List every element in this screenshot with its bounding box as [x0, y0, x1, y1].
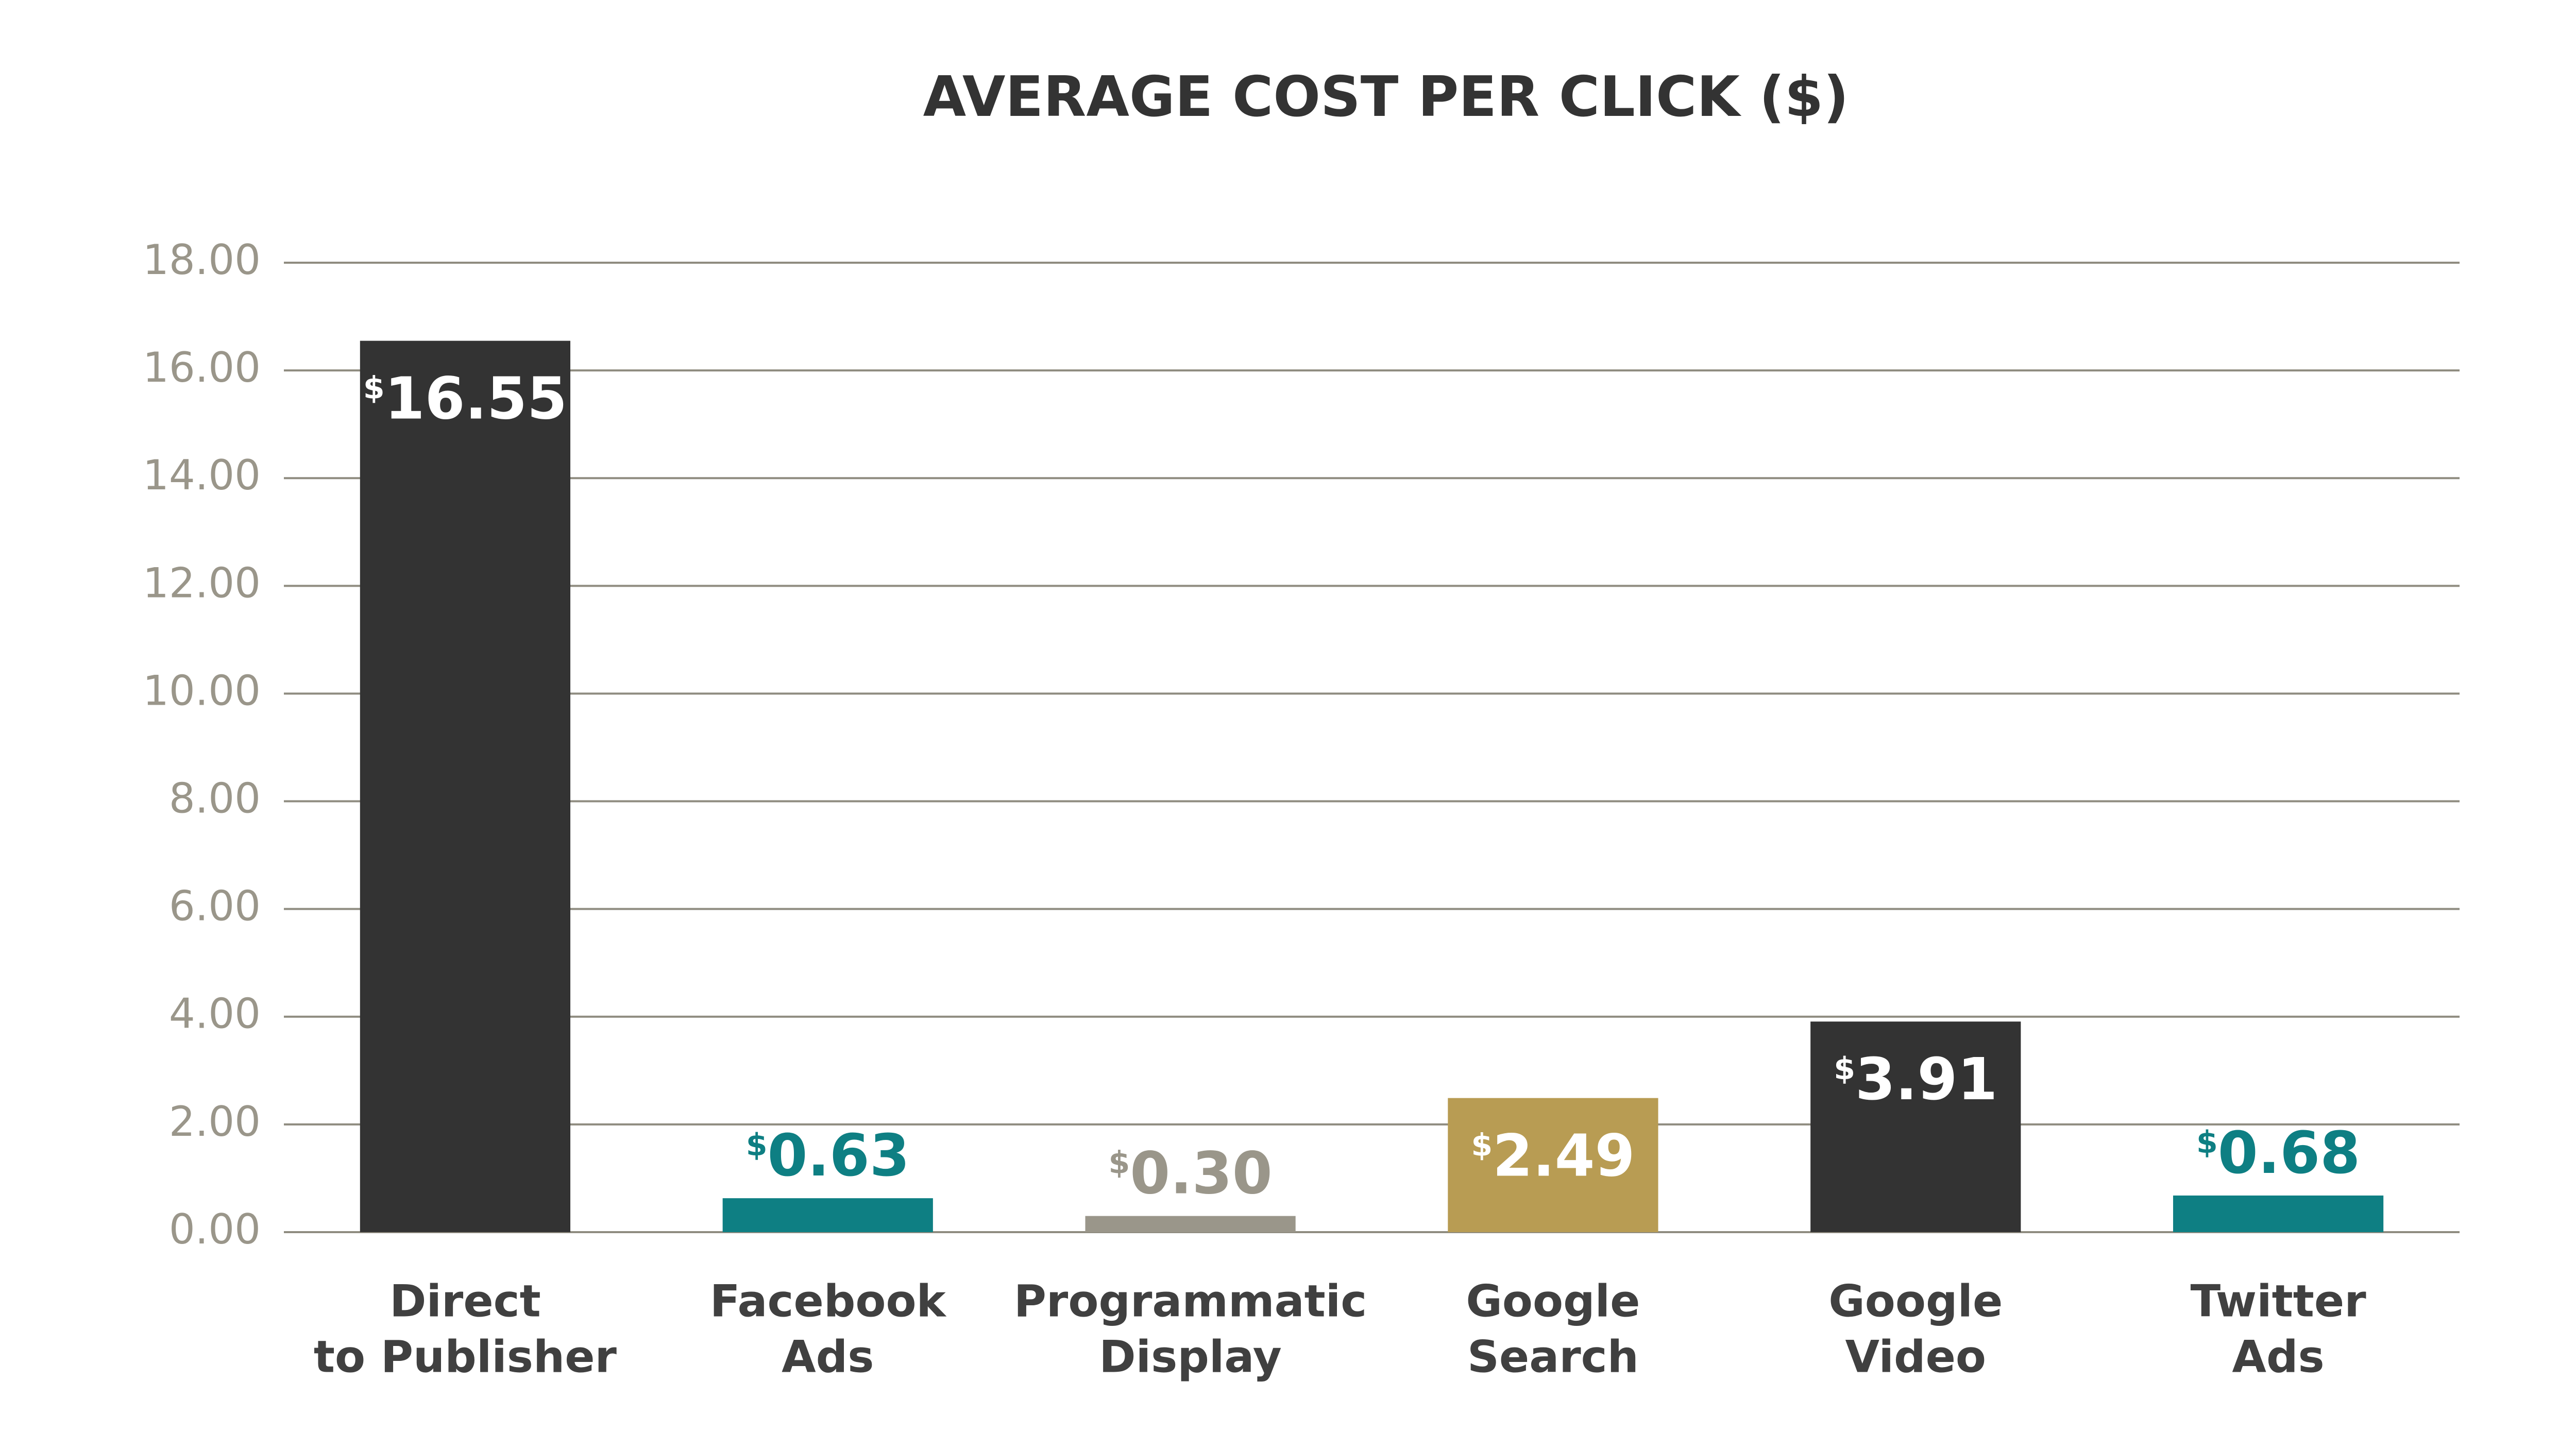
bar	[722, 1198, 933, 1232]
y-tick-label: 14.00	[143, 451, 261, 499]
x-tick-label: Ads	[2232, 1331, 2324, 1383]
x-tick-label: Facebook	[710, 1275, 947, 1327]
x-tick-label: Ads	[782, 1331, 874, 1383]
bar	[1810, 1021, 2021, 1232]
y-tick-label: 6.00	[169, 882, 261, 930]
bar	[1448, 1098, 1658, 1232]
x-tick-label: Twitter	[2191, 1275, 2367, 1327]
x-tick-label: Google	[1466, 1275, 1640, 1327]
y-tick-label: 8.00	[169, 775, 261, 823]
value-label: $0.30	[1109, 1140, 1273, 1207]
bar	[1085, 1216, 1296, 1232]
y-tick-label: 4.00	[169, 990, 261, 1038]
bar	[360, 340, 571, 1233]
x-tick-label: to Publisher	[314, 1331, 617, 1383]
value-label: $0.68	[2196, 1120, 2360, 1187]
value-label: $3.91	[1834, 1046, 1997, 1113]
x-tick-label: Google	[1828, 1275, 2003, 1327]
x-tick-label: Search	[1467, 1331, 1639, 1383]
x-tick-label: Display	[1099, 1331, 1282, 1383]
x-tick-label: Direct	[389, 1275, 541, 1327]
x-tick-label: Programmatic	[1014, 1275, 1367, 1327]
y-tick-label: 0.00	[169, 1205, 261, 1253]
value-label: $0.63	[746, 1122, 910, 1189]
y-tick-label: 18.00	[143, 236, 261, 284]
x-tick-label: Video	[1845, 1331, 1987, 1383]
value-label: $2.49	[1471, 1122, 1635, 1189]
value-label: $16.55	[363, 365, 567, 432]
y-tick-label: 16.00	[143, 344, 261, 391]
bar	[2173, 1195, 2384, 1232]
y-tick-label: 12.00	[143, 559, 261, 607]
y-tick-label: 10.00	[143, 667, 261, 714]
y-tick-label: 2.00	[169, 1098, 261, 1146]
chart-title: AVERAGE COST PER CLICK ($)	[923, 65, 1849, 129]
